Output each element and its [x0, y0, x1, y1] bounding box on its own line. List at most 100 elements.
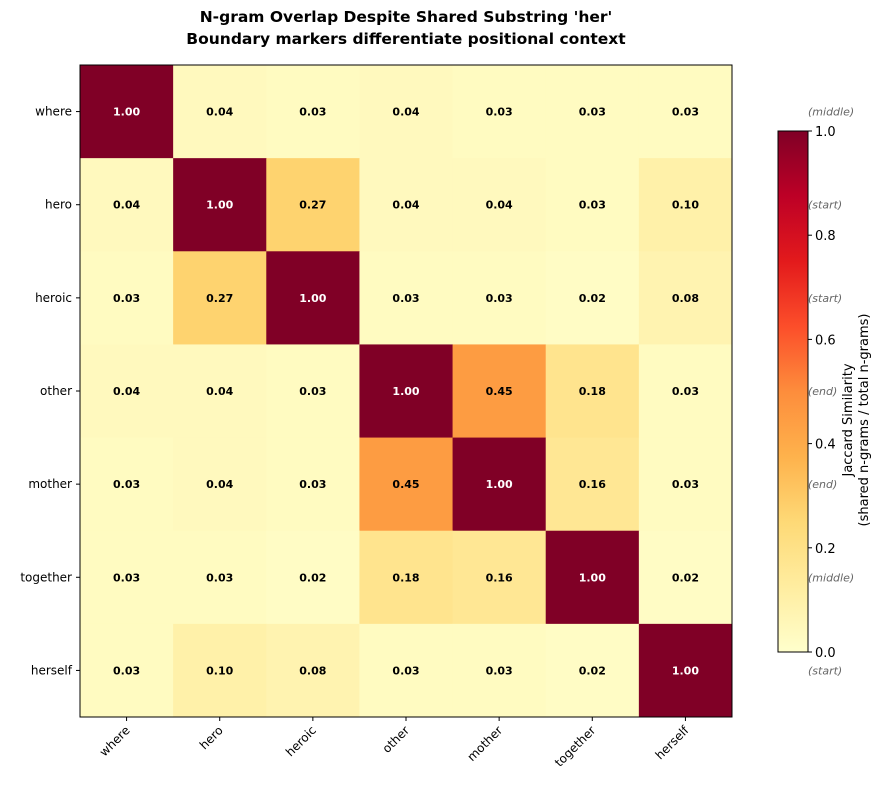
colorbar-tick-label: 0.4 [815, 438, 836, 453]
cell-value-label: 0.03 [672, 385, 699, 398]
heatmap-cell [173, 344, 267, 439]
cell-value-label: 0.10 [206, 664, 233, 677]
heatmap-cell [173, 530, 267, 625]
heatmap-cell [266, 65, 360, 159]
cell-value-label: 0.03 [206, 571, 233, 584]
cell-value-label: 1.00 [392, 385, 419, 398]
y-tick-label: where [35, 105, 72, 119]
heatmap-cell [638, 65, 733, 159]
colorbar-label-secondary: (shared n-grams / total n-grams) [857, 314, 872, 527]
heatmap-cell [452, 251, 547, 345]
cell-value-label: 0.03 [486, 292, 513, 305]
chart-title: N-gram Overlap Despite Shared Substring … [199, 8, 613, 26]
heatmap-cell [80, 251, 174, 345]
heatmap-cell [452, 623, 547, 718]
row-annotation: (end) [808, 385, 837, 398]
cell-value-label: 0.03 [113, 478, 140, 491]
cell-value-label: 0.03 [392, 664, 419, 677]
cell-value-label: 0.03 [672, 478, 699, 491]
cell-value-label: 0.10 [672, 199, 699, 212]
x-tick-label: hero [197, 723, 226, 752]
cell-value-label: 0.18 [392, 571, 419, 584]
y-tick-label: together [20, 570, 72, 584]
x-tick-label: heroic [283, 723, 319, 759]
colorbar-tick-label: 0.0 [815, 646, 836, 661]
cell-value-label: 0.02 [579, 664, 606, 677]
cell-value-label: 1.00 [299, 292, 326, 305]
heatmap-cell [173, 437, 267, 532]
heatmap-cell [80, 437, 174, 532]
cell-value-label: 0.04 [486, 199, 513, 212]
heatmap-cell [638, 344, 733, 439]
cell-value-label: 0.03 [299, 106, 326, 119]
heatmap-cell [545, 251, 640, 345]
heatmap-cell [545, 65, 640, 159]
cell-value-label: 0.04 [206, 478, 233, 491]
cell-value-label: 0.27 [299, 199, 326, 212]
colorbar-tick-label: 0.8 [815, 229, 836, 244]
row-annotation: (start) [808, 664, 842, 677]
cell-value-label: 0.04 [392, 106, 419, 119]
cell-value-label: 0.03 [113, 571, 140, 584]
cell-value-label: 0.03 [486, 106, 513, 119]
heatmap-cell [266, 251, 360, 345]
heatmap-cell [359, 251, 454, 345]
heatmap-cell [638, 623, 733, 718]
cell-value-label: 0.04 [113, 199, 140, 212]
cell-value-label: 1.00 [579, 571, 606, 584]
cell-value-label: 1.00 [672, 664, 699, 677]
heatmap-cell [638, 251, 733, 345]
cell-value-label: 0.03 [392, 292, 419, 305]
heatmap-cell [359, 623, 454, 718]
cell-value-label: 0.03 [299, 385, 326, 398]
colorbar [777, 130, 809, 653]
cell-value-label: 0.03 [672, 106, 699, 119]
heatmap-cell [359, 344, 454, 439]
heatmap-cell [266, 344, 360, 439]
heatmap-cell [545, 437, 640, 532]
row-annotation: (start) [808, 292, 842, 305]
cell-value-label: 1.00 [113, 106, 140, 119]
x-tick-label: where [97, 723, 133, 759]
row-annotation: (end) [808, 478, 837, 491]
cell-value-label: 0.27 [206, 292, 233, 305]
cell-value-label: 0.03 [579, 106, 606, 119]
x-tick-label: other [380, 723, 413, 756]
cell-value-label: 0.04 [206, 106, 233, 119]
heatmap-cell [80, 158, 174, 252]
heatmap-cell [545, 623, 640, 718]
cell-value-label: 0.04 [113, 385, 140, 398]
row-annotation: (middle) [808, 571, 854, 584]
y-tick-label: other [40, 384, 72, 398]
heatmap-cell [638, 437, 733, 532]
cell-value-label: 0.08 [672, 292, 699, 305]
y-tick-label: hero [45, 198, 72, 212]
colorbar-tick-label: 1.0 [815, 125, 836, 140]
cell-value-label: 0.45 [486, 385, 513, 398]
cell-value-label: 0.02 [672, 571, 699, 584]
heatmap-cell [359, 530, 454, 625]
cell-value-label: 0.16 [579, 478, 606, 491]
x-tick-label: herself [653, 723, 693, 763]
cell-value-label: 0.03 [113, 292, 140, 305]
cell-value-label: 0.03 [299, 478, 326, 491]
heatmap-cell [80, 623, 174, 718]
colorbar-tick-label: 0.2 [815, 542, 836, 557]
y-tick-label: heroic [35, 291, 72, 305]
colorbar-label: Jaccard Similarity [841, 363, 856, 477]
y-tick-label: mother [28, 477, 72, 491]
heatmap-cell [545, 158, 640, 252]
cell-value-label: 0.04 [206, 385, 233, 398]
heatmap-cell [452, 437, 547, 532]
heatmap-cell [452, 344, 547, 439]
cell-value-label: 0.03 [486, 664, 513, 677]
x-tick-label: together [552, 723, 598, 769]
cell-value-label: 0.45 [392, 478, 419, 491]
heatmap-cell [173, 158, 267, 252]
cell-value-label: 0.02 [299, 571, 326, 584]
row-annotation: (start) [808, 199, 842, 212]
heatmap-cell [266, 530, 360, 625]
heatmap-cell [266, 158, 360, 252]
cell-value-label: 0.03 [579, 199, 606, 212]
